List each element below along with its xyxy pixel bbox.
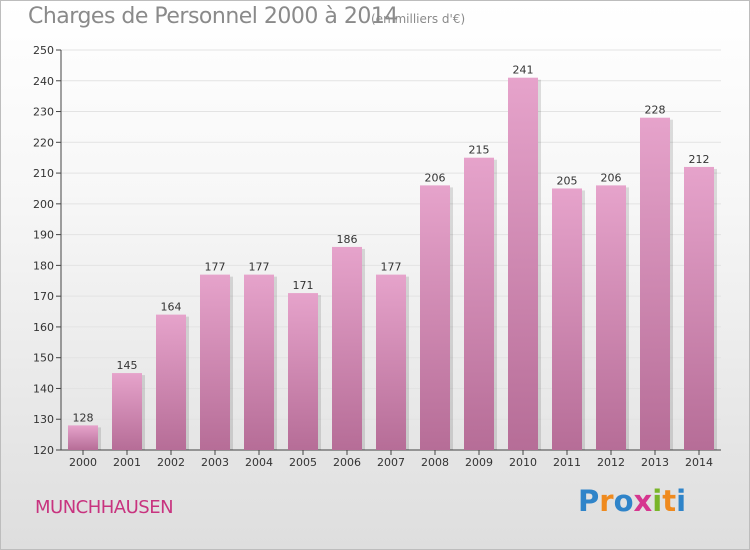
y-tick-label: 200 <box>33 198 54 211</box>
bar <box>244 274 274 450</box>
data-label: 177 <box>249 261 270 274</box>
data-label: 241 <box>513 64 534 77</box>
proxiti-logo: Proxiti <box>578 484 687 518</box>
y-tick-label: 240 <box>33 75 54 88</box>
x-tick-label: 2014 <box>685 456 713 469</box>
bar <box>288 293 318 450</box>
data-label: 212 <box>689 153 710 166</box>
data-label: 128 <box>73 411 94 424</box>
x-tick-label: 2000 <box>69 456 97 469</box>
x-tick-label: 2010 <box>509 456 537 469</box>
bar <box>640 117 670 450</box>
y-tick-label: 120 <box>33 444 54 457</box>
place-name: MUNCHHAUSEN <box>35 497 174 518</box>
x-tick-label: 2013 <box>641 456 669 469</box>
bar <box>684 166 714 450</box>
bar <box>332 246 362 450</box>
x-tick-label: 2005 <box>289 456 317 469</box>
x-tick-label: 2007 <box>377 456 405 469</box>
y-tick-label: 130 <box>33 413 54 426</box>
x-tick-label: 2012 <box>597 456 625 469</box>
x-tick-label: 2006 <box>333 456 361 469</box>
y-tick-label: 210 <box>33 167 54 180</box>
labels: 120 130 140 150 160 170 180 190 200 210 220 230 240 2… <box>33 44 713 469</box>
x-tick-label: 2003 <box>201 456 229 469</box>
chart-subtitle: (en milliers d'€) <box>371 12 466 26</box>
data-label: 205 <box>557 174 578 187</box>
y-tick-label: 140 <box>33 382 54 395</box>
data-label: 228 <box>645 104 666 117</box>
data-label: 171 <box>293 279 314 292</box>
x-tick-label: 2008 <box>421 456 449 469</box>
data-label: 145 <box>117 359 138 372</box>
bar <box>464 157 494 450</box>
bar <box>200 274 230 450</box>
data-label: 164 <box>161 301 182 314</box>
bar <box>552 188 582 450</box>
x-tick-label: 2011 <box>553 456 581 469</box>
x-tick-label: 2009 <box>465 456 493 469</box>
y-tick-label: 250 <box>33 44 54 57</box>
bar <box>508 77 538 450</box>
x-tick-label: 2001 <box>113 456 141 469</box>
y-tick-label: 150 <box>33 352 54 365</box>
data-label: 177 <box>205 261 226 274</box>
bar <box>376 274 406 450</box>
y-tick-label: 230 <box>33 106 54 119</box>
y-tick-label: 190 <box>33 229 54 242</box>
data-label: 177 <box>381 261 402 274</box>
x-tick-label: 2004 <box>245 456 273 469</box>
data-label: 215 <box>469 144 490 157</box>
y-tick-label: 180 <box>33 259 54 272</box>
bar <box>596 185 626 450</box>
data-label: 206 <box>601 171 622 184</box>
bar <box>420 185 450 450</box>
data-label: 186 <box>337 233 358 246</box>
y-tick-label: 220 <box>33 136 54 149</box>
bar <box>68 425 98 450</box>
bar <box>112 373 142 450</box>
chart-title: Charges de Personnel 2000 à 2014 <box>28 4 398 29</box>
bars <box>68 77 717 450</box>
y-tick-label: 170 <box>33 290 54 303</box>
bar <box>156 314 186 450</box>
data-label: 206 <box>425 171 446 184</box>
y-tick-label: 160 <box>33 321 54 334</box>
x-tick-label: 2002 <box>157 456 185 469</box>
